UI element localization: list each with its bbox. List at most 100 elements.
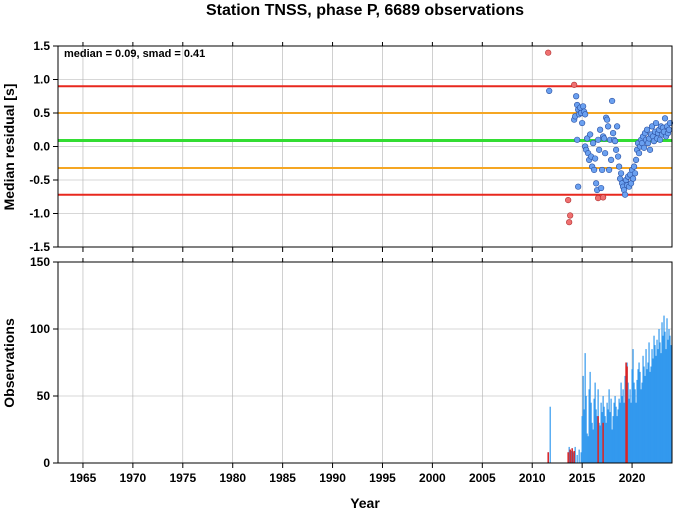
- residual-panel: -1.5 -1.0 -0.5 0.0 0.5 1.0 1.5 median = 0.09, …: [1, 39, 674, 254]
- residual-point: [599, 166, 606, 174]
- residual-point: [587, 131, 594, 138]
- observation-bar: [646, 369, 648, 463]
- residual-y-axis-label: Median residual [s]: [1, 84, 17, 211]
- residual-point: [648, 123, 656, 130]
- residual-point: [591, 166, 598, 174]
- x-tick-label: 2015: [569, 471, 596, 485]
- residual-point: [546, 87, 553, 94]
- residual-y-tick-label: -1.5: [29, 240, 50, 254]
- x-tick-label: 2020: [619, 471, 646, 485]
- observation-bar: [605, 422, 607, 463]
- observation-bar: [584, 353, 586, 463]
- residual-point: [635, 150, 643, 157]
- observation-bar: [647, 362, 649, 463]
- observation-bar: [581, 416, 583, 463]
- observation-bar: [576, 454, 578, 463]
- x-tick-label: 1980: [219, 471, 246, 485]
- observation-bar: [630, 402, 632, 463]
- observation-bar: [603, 406, 605, 463]
- residual-point: [615, 163, 623, 170]
- observation-bar: [656, 339, 658, 463]
- residual-point: [652, 119, 660, 127]
- observation-bar: [627, 382, 629, 463]
- residual-point: [606, 166, 613, 174]
- residual-annotation: median = 0.09, smad = 0.41: [64, 48, 205, 60]
- observation-outlier-bar: [569, 449, 571, 463]
- observation-bar: [595, 409, 597, 463]
- observation-bar: [658, 329, 660, 463]
- observation-bar: [636, 379, 638, 463]
- x-tick-label: 2005: [469, 471, 496, 485]
- residual-point: [614, 153, 622, 160]
- observation-bar: [606, 402, 608, 463]
- x-tick-label: 1995: [369, 471, 396, 485]
- residual-point: [608, 97, 616, 105]
- residual-outlier-point: [600, 194, 607, 201]
- observation-bar: [582, 375, 584, 463]
- residual-point: [640, 144, 648, 151]
- observation-bar: [641, 382, 643, 463]
- observation-outlier-bar: [597, 416, 599, 463]
- residual-point: [612, 146, 620, 153]
- observation-bar: [632, 349, 634, 463]
- residual-y-tick-label: 1.5: [33, 39, 50, 53]
- observation-bar: [608, 389, 610, 463]
- observation-bar: [651, 349, 653, 463]
- observation-bar: [599, 425, 601, 463]
- residual-point: [595, 136, 602, 143]
- residual-point: [631, 170, 639, 177]
- observation-bar: [640, 389, 642, 463]
- observation-bar: [574, 446, 576, 463]
- observation-bar: [578, 449, 580, 463]
- residual-point: [611, 138, 619, 145]
- residual-point: [630, 163, 638, 170]
- observation-bar: [637, 369, 639, 463]
- x-tick-label: 1970: [120, 471, 147, 485]
- observation-bar: [596, 416, 598, 463]
- residual-point: [607, 156, 615, 163]
- observation-bar: [618, 398, 620, 463]
- observations-y-axis-label: Observations: [1, 318, 17, 408]
- observation-outlier-bar: [573, 450, 575, 463]
- observation-bar: [591, 422, 593, 463]
- observation-bar: [613, 402, 615, 463]
- observation-bar: [662, 335, 664, 463]
- observation-bar: [609, 412, 611, 463]
- residual-point: [593, 180, 600, 187]
- observation-bar: [657, 349, 659, 463]
- observation-bar: [667, 339, 669, 463]
- residual-point: [661, 115, 669, 122]
- observation-bar: [628, 398, 630, 463]
- x-tick-label: 1985: [269, 471, 296, 485]
- residual-y-tick-label: 0.0: [33, 140, 50, 154]
- residual-point: [643, 126, 651, 133]
- residual-y-tick-label: 1.0: [33, 73, 50, 87]
- residual-point: [646, 146, 654, 153]
- residual-point: [666, 119, 674, 127]
- observation-bar: [634, 389, 636, 463]
- observation-bar: [642, 355, 644, 463]
- observation-bar: [669, 335, 671, 463]
- observation-bar: [592, 429, 594, 463]
- observation-bar: [598, 422, 600, 463]
- residual-point: [665, 126, 673, 133]
- observation-bar: [572, 452, 574, 463]
- observation-bar: [664, 331, 666, 463]
- residual-point: [609, 130, 617, 137]
- observation-bar: [648, 342, 650, 463]
- observation-bar: [593, 398, 595, 463]
- residual-y-tick-label: 0.5: [33, 106, 50, 120]
- observation-bar: [654, 345, 656, 463]
- observation-bar: [635, 402, 637, 463]
- observation-bar: [611, 429, 613, 463]
- observation-bar: [624, 375, 626, 463]
- residual-point: [592, 155, 599, 162]
- residual-point: [601, 135, 608, 142]
- observation-bar: [549, 406, 551, 463]
- observation-outlier-bar: [625, 362, 627, 463]
- observation-bar: [666, 318, 668, 463]
- observation-bar: [590, 402, 592, 463]
- observation-bar: [580, 452, 582, 463]
- residual-point: [574, 136, 581, 143]
- observations-y-tick-label: 50: [37, 389, 51, 403]
